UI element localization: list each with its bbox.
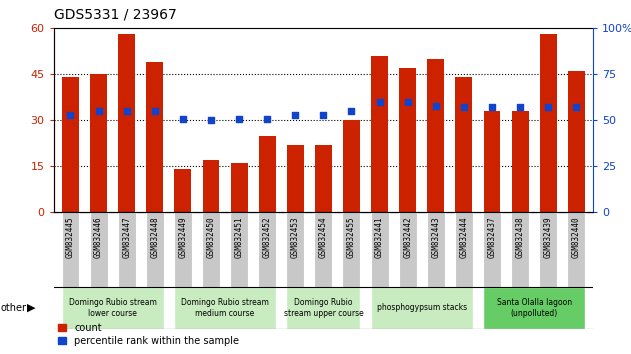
Text: GSM832447: GSM832447: [122, 216, 131, 258]
Bar: [370, 212, 389, 287]
Text: Santa Olalla lagoon
(unpolluted): Santa Olalla lagoon (unpolluted): [497, 298, 572, 318]
Bar: [118, 34, 135, 212]
Point: [290, 112, 300, 118]
Bar: [61, 287, 164, 329]
Text: GSM832438: GSM832438: [516, 216, 524, 258]
Point: [206, 118, 216, 123]
Point: [262, 116, 272, 121]
Text: GSM832452: GSM832452: [262, 216, 272, 258]
Bar: [174, 170, 191, 212]
Bar: [146, 212, 164, 287]
Bar: [286, 287, 360, 329]
Text: GSM832455: GSM832455: [347, 216, 356, 258]
Bar: [427, 212, 445, 287]
Text: GSM832445: GSM832445: [66, 216, 75, 258]
Bar: [230, 212, 248, 287]
Text: phosphogypsum stacks: phosphogypsum stacks: [377, 303, 467, 313]
Bar: [202, 212, 220, 287]
Bar: [203, 160, 220, 212]
Bar: [314, 212, 333, 287]
Text: GSM832439: GSM832439: [544, 216, 553, 258]
Bar: [456, 78, 473, 212]
Point: [543, 105, 553, 110]
Bar: [61, 212, 80, 287]
Point: [459, 105, 469, 110]
Bar: [427, 59, 444, 212]
Bar: [567, 212, 586, 287]
Text: Domingo Rubio stream
lower course: Domingo Rubio stream lower course: [69, 298, 156, 318]
Bar: [483, 111, 500, 212]
Bar: [90, 212, 107, 287]
Bar: [118, 212, 136, 287]
Text: ▶: ▶: [27, 303, 35, 313]
Text: other: other: [1, 303, 27, 313]
Point: [150, 108, 160, 114]
Point: [66, 112, 76, 118]
Bar: [287, 145, 304, 212]
Text: GSM832444: GSM832444: [459, 216, 468, 258]
Bar: [343, 212, 360, 287]
Bar: [483, 212, 501, 287]
Bar: [483, 287, 586, 329]
Bar: [568, 71, 585, 212]
Text: GSM832449: GSM832449: [179, 216, 187, 258]
Bar: [399, 212, 416, 287]
Point: [403, 99, 413, 105]
Text: GDS5331 / 23967: GDS5331 / 23967: [54, 7, 177, 21]
Point: [515, 105, 525, 110]
Text: GSM832437: GSM832437: [488, 216, 497, 258]
Text: GSM832454: GSM832454: [319, 216, 328, 258]
Bar: [315, 145, 332, 212]
Text: Domingo Rubio stream
medium course: Domingo Rubio stream medium course: [181, 298, 269, 318]
Bar: [399, 68, 416, 212]
Bar: [174, 212, 192, 287]
Text: GSM832453: GSM832453: [291, 216, 300, 258]
Text: GSM832451: GSM832451: [235, 216, 244, 258]
Bar: [539, 212, 557, 287]
Point: [375, 99, 385, 105]
Bar: [455, 212, 473, 287]
Bar: [90, 74, 107, 212]
Bar: [343, 120, 360, 212]
Bar: [512, 111, 529, 212]
Text: GSM832448: GSM832448: [150, 216, 159, 258]
Point: [346, 108, 357, 114]
Point: [487, 105, 497, 110]
Point: [571, 105, 581, 110]
Text: GSM832442: GSM832442: [403, 216, 412, 258]
Bar: [258, 212, 276, 287]
Point: [93, 108, 103, 114]
Legend: count, percentile rank within the sample: count, percentile rank within the sample: [59, 323, 239, 346]
Text: GSM832443: GSM832443: [431, 216, 440, 258]
Point: [318, 112, 328, 118]
Text: GSM832441: GSM832441: [375, 216, 384, 258]
Bar: [540, 34, 557, 212]
Text: GSM832440: GSM832440: [572, 216, 581, 258]
Bar: [62, 78, 79, 212]
Text: GSM832450: GSM832450: [206, 216, 216, 258]
Bar: [511, 212, 529, 287]
Bar: [259, 136, 276, 212]
Point: [234, 116, 244, 121]
Bar: [231, 163, 247, 212]
Bar: [146, 62, 163, 212]
Point: [431, 103, 441, 108]
Bar: [174, 287, 276, 329]
Point: [178, 116, 188, 121]
Text: Domingo Rubio
stream upper course: Domingo Rubio stream upper course: [283, 298, 363, 318]
Text: GSM832446: GSM832446: [94, 216, 103, 258]
Bar: [370, 287, 473, 329]
Bar: [286, 212, 304, 287]
Bar: [371, 56, 388, 212]
Point: [122, 108, 132, 114]
